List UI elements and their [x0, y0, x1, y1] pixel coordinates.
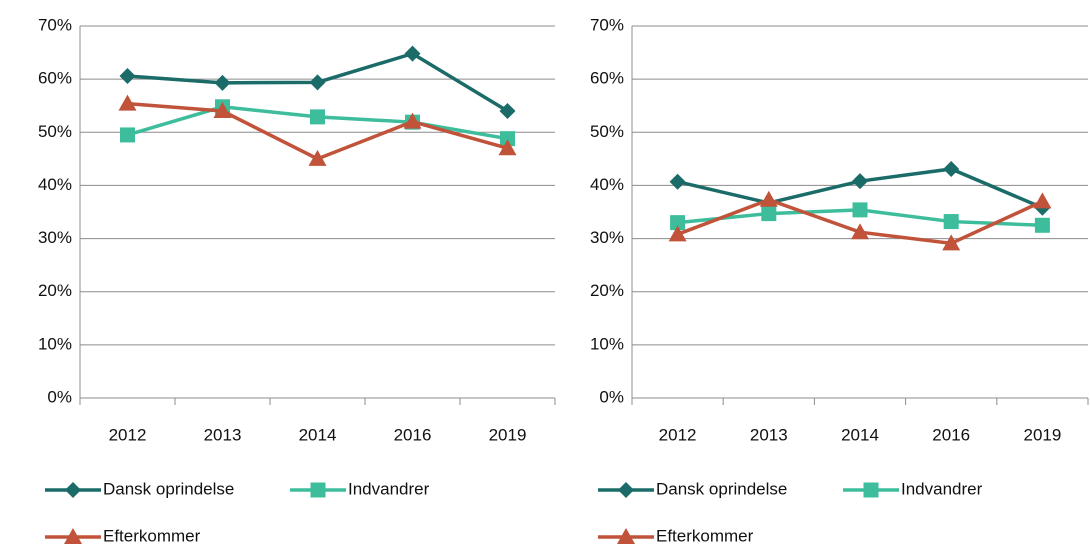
- marker: [618, 482, 634, 498]
- y-tick-label: 60%: [38, 69, 72, 88]
- y-tick-label: 10%: [590, 334, 624, 353]
- y-tick-label: 10%: [38, 334, 72, 353]
- marker: [310, 482, 326, 498]
- y-tick-label: 40%: [590, 175, 624, 194]
- marker: [120, 127, 135, 143]
- marker: [759, 190, 778, 207]
- chart: 0% 10% 20% 30% 40% 50% 60% 70% 2012 2013 2014 2016 2…: [38, 15, 556, 545]
- y-tick-label: 60%: [590, 69, 624, 88]
- marker: [943, 160, 960, 177]
- marker: [308, 149, 327, 166]
- marker: [499, 103, 516, 120]
- marker: [500, 131, 515, 147]
- legend-label: Dansk oprindelse: [103, 479, 234, 498]
- chart: 0% 10% 20% 30% 40% 50% 60% 70% 2012 2013 2014 2016 2…: [590, 15, 1089, 545]
- marker: [670, 215, 686, 231]
- marker: [668, 225, 687, 242]
- legend-label: Indvandrer: [348, 479, 430, 498]
- y-tick-label: 20%: [590, 281, 624, 300]
- y-tick-label: 50%: [38, 122, 72, 141]
- y-tick-label: 70%: [590, 15, 624, 34]
- x-tick-label: 2013: [204, 425, 242, 444]
- marker: [851, 223, 869, 240]
- marker: [943, 214, 959, 230]
- y-tick-label: 30%: [38, 228, 72, 247]
- y-tick-label: 0%: [599, 387, 624, 406]
- marker: [310, 109, 325, 125]
- marker: [761, 206, 777, 222]
- marker: [64, 528, 82, 544]
- marker: [863, 482, 879, 498]
- x-tick-label: 2016: [932, 425, 970, 444]
- y-tick-label: 50%: [590, 122, 624, 141]
- marker: [1033, 192, 1052, 209]
- marker: [119, 67, 136, 84]
- marker: [852, 202, 868, 218]
- marker: [118, 94, 137, 111]
- marker: [65, 482, 81, 498]
- marker: [1034, 217, 1050, 233]
- y-tick-label: 30%: [590, 228, 624, 247]
- x-tick-label: 2013: [750, 425, 788, 444]
- marker: [669, 173, 686, 190]
- marker: [403, 112, 422, 129]
- y-tick-label: 20%: [38, 281, 72, 300]
- x-tick-label: 2019: [1023, 425, 1061, 444]
- legend-label: Indvandrer: [901, 479, 983, 498]
- legend-label: Dansk oprindelse: [656, 479, 787, 498]
- marker: [214, 74, 231, 91]
- x-tick-label: 2016: [394, 425, 432, 444]
- legend-label: Efterkommer: [656, 526, 754, 545]
- x-tick-label: 2014: [841, 425, 879, 444]
- x-tick-label: 2014: [299, 425, 337, 444]
- marker: [942, 234, 961, 251]
- x-tick-label: 2012: [109, 425, 147, 444]
- y-tick-label: 0%: [47, 387, 72, 406]
- marker: [852, 173, 868, 190]
- y-tick-label: 40%: [38, 175, 72, 194]
- x-tick-label: 2012: [659, 425, 697, 444]
- x-tick-label: 2019: [489, 425, 527, 444]
- marker: [498, 139, 517, 156]
- y-tick-label: 70%: [38, 15, 72, 34]
- marker: [213, 102, 232, 119]
- legend-label: Efterkommer: [103, 526, 201, 545]
- marker: [404, 45, 421, 62]
- marker: [617, 528, 635, 544]
- marker: [309, 74, 326, 91]
